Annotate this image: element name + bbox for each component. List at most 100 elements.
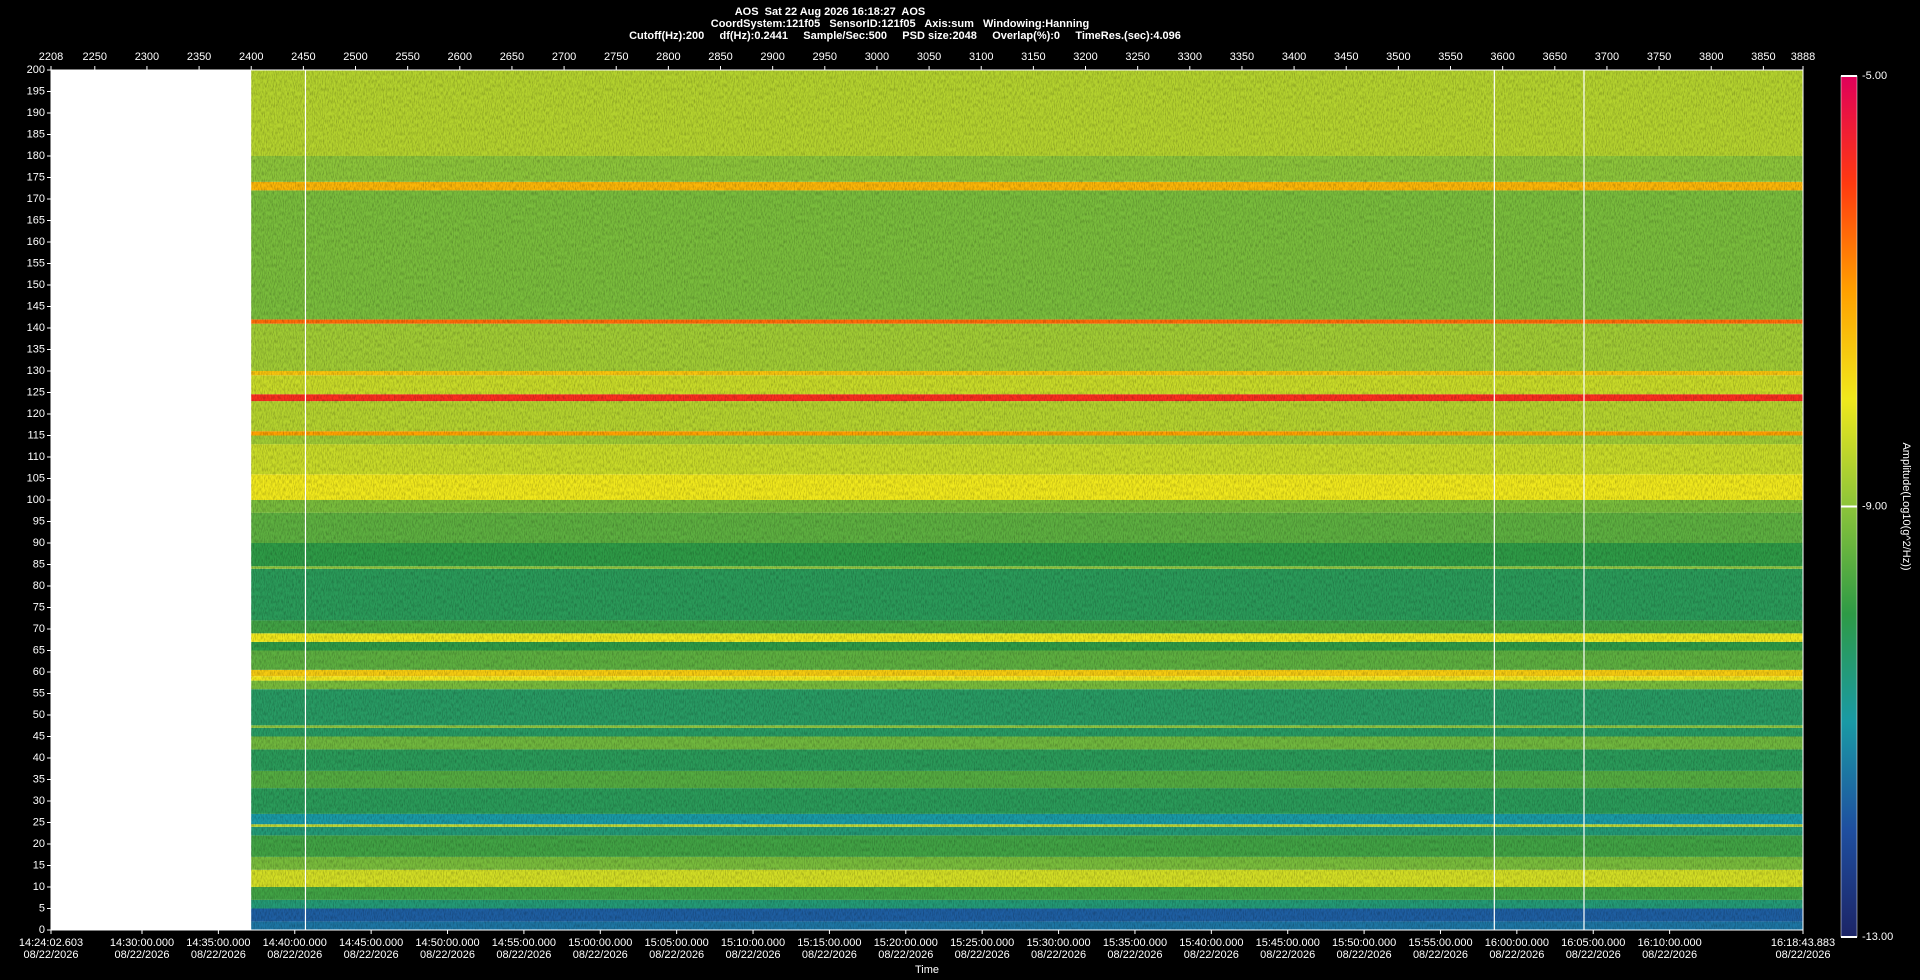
y-tick-label: 25 xyxy=(33,816,45,828)
x-tick-date: 08/22/2026 xyxy=(1107,949,1162,961)
x-tick-date: 08/22/2026 xyxy=(496,949,551,961)
x-tick-label-top: 2208 xyxy=(39,51,63,63)
x-tick-label-top: 2500 xyxy=(343,51,367,63)
y-tick-label: 160 xyxy=(27,236,45,248)
x-tick-label-top: 3100 xyxy=(969,51,993,63)
x-tick-label-top: 2900 xyxy=(760,51,784,63)
x-tick-label-top: 2850 xyxy=(708,51,732,63)
x-tick-label-top: 2450 xyxy=(291,51,315,63)
x-tick-date: 08/22/2026 xyxy=(1260,949,1315,961)
x-tick-label-top: 3200 xyxy=(1073,51,1097,63)
x-tick-label: 15:45:00.000 xyxy=(1256,937,1320,949)
x-tick-date: 08/22/2026 xyxy=(267,949,322,961)
x-tick-label-top: 2700 xyxy=(552,51,576,63)
y-tick-label: 10 xyxy=(33,881,45,893)
y-tick-label: 170 xyxy=(27,193,45,205)
y-tick-label: 85 xyxy=(33,558,45,570)
y-tick-label: 75 xyxy=(33,601,45,613)
y-tick-label: 105 xyxy=(27,472,45,484)
x-tick-date: 08/22/2026 xyxy=(955,949,1010,961)
x-tick-label-top: 3050 xyxy=(917,51,941,63)
y-tick-label: 0 xyxy=(39,924,45,936)
spectrogram xyxy=(251,70,1804,930)
x-tick-label: 15:05:00.000 xyxy=(645,937,709,949)
y-tick-label: 30 xyxy=(33,795,45,807)
y-tick-label: 155 xyxy=(27,257,45,269)
y-tick-label: 80 xyxy=(33,580,45,592)
x-tick-label: 14:35:00.000 xyxy=(186,937,250,949)
x-tick-label: 14:45:00.000 xyxy=(339,937,403,949)
x-tick-label-top: 3250 xyxy=(1125,51,1149,63)
y-tick-label: 200 xyxy=(27,64,45,76)
x-tick-label-top: 2950 xyxy=(813,51,837,63)
x-tick-label: 15:55:00.000 xyxy=(1408,937,1472,949)
y-tick-label: 35 xyxy=(33,773,45,785)
x-tick-label-top: 2250 xyxy=(83,51,107,63)
x-tick-label-top: 3800 xyxy=(1699,51,1723,63)
texture xyxy=(251,70,1804,930)
x-tick-label-top: 3000 xyxy=(865,51,889,63)
y-tick-label: 95 xyxy=(33,515,45,527)
chart-subtitle: Cutoff(Hz):200 df(Hz):0.2441 Sample/Sec:… xyxy=(629,30,1181,42)
x-tick-label: 15:30:00.000 xyxy=(1026,937,1090,949)
y-tick-label: 110 xyxy=(27,451,45,463)
x-tick-label-top: 2750 xyxy=(604,51,628,63)
y-tick-label: 90 xyxy=(33,537,45,549)
y-tick-label: 40 xyxy=(33,752,45,764)
y-tick-label: 20 xyxy=(33,838,45,850)
x-tick-date: 08/22/2026 xyxy=(802,949,857,961)
x-tick-date: 08/22/2026 xyxy=(191,949,246,961)
x-tick-label: 14:30:00.000 xyxy=(110,937,174,949)
y-tick-label: 15 xyxy=(33,859,45,871)
x-tick-date: 08/22/2026 xyxy=(420,949,475,961)
x-tick-date: 08/22/2026 xyxy=(726,949,781,961)
y-tick-label: 140 xyxy=(27,322,45,334)
y-tick-label: 130 xyxy=(27,365,45,377)
chart-title: AOS Sat 22 Aug 2026 16:18:27 AOS xyxy=(735,6,926,18)
colorbar-label: Amplitude(Log10(g^2/Hz)) xyxy=(1900,442,1912,570)
x-tick-date: 08/22/2026 xyxy=(1489,949,1544,961)
x-tick-label-top: 3150 xyxy=(1021,51,1045,63)
x-axis-label: Time xyxy=(915,964,939,976)
x-tick-label-top: 3450 xyxy=(1334,51,1358,63)
x-tick-label-top: 2400 xyxy=(239,51,263,63)
y-tick-label: 120 xyxy=(27,408,45,420)
y-tick-label: 190 xyxy=(27,107,45,119)
colorbar-tick-label: -5.00 xyxy=(1862,70,1887,82)
x-tick-date: 08/22/2026 xyxy=(1642,949,1697,961)
y-tick-label: 175 xyxy=(27,171,45,183)
y-tick-label: 185 xyxy=(27,128,45,140)
x-tick-label-top: 3750 xyxy=(1647,51,1671,63)
x-tick-date: 08/22/2026 xyxy=(114,949,169,961)
x-tick-label: 16:18:43.883 xyxy=(1771,937,1835,949)
x-tick-label: 14:24:02.603 xyxy=(19,937,83,949)
x-tick-label: 15:20:00.000 xyxy=(874,937,938,949)
y-tick-label: 150 xyxy=(27,279,45,291)
x-tick-date: 08/22/2026 xyxy=(344,949,399,961)
x-tick-label-top: 3350 xyxy=(1230,51,1254,63)
colorbar-tick-label: -13.00 xyxy=(1862,931,1893,943)
x-tick-label-top: 3700 xyxy=(1595,51,1619,63)
x-tick-label-top: 2600 xyxy=(448,51,472,63)
x-tick-label-top: 2300 xyxy=(135,51,159,63)
x-tick-label-top: 2350 xyxy=(187,51,211,63)
x-tick-label-top: 2650 xyxy=(500,51,524,63)
y-tick-label: 45 xyxy=(33,730,45,742)
colorbar-tick-label: -9.00 xyxy=(1862,500,1887,512)
x-tick-label-top: 3650 xyxy=(1543,51,1567,63)
y-tick-label: 55 xyxy=(33,687,45,699)
y-tick-label: 65 xyxy=(33,644,45,656)
x-tick-label-top: 3600 xyxy=(1490,51,1514,63)
y-tick-label: 145 xyxy=(27,300,45,312)
y-tick-label: 50 xyxy=(33,709,45,721)
x-tick-label: 15:00:00.000 xyxy=(568,937,632,949)
y-tick-label: 125 xyxy=(27,386,45,398)
y-tick-label: 135 xyxy=(27,343,45,355)
x-tick-label: 16:05:00.000 xyxy=(1561,937,1625,949)
x-tick-date: 08/22/2026 xyxy=(1184,949,1239,961)
x-tick-date: 08/22/2026 xyxy=(649,949,704,961)
x-tick-date: 08/22/2026 xyxy=(1566,949,1621,961)
x-tick-label-top: 3888 xyxy=(1791,51,1815,63)
x-tick-date: 08/22/2026 xyxy=(878,949,933,961)
